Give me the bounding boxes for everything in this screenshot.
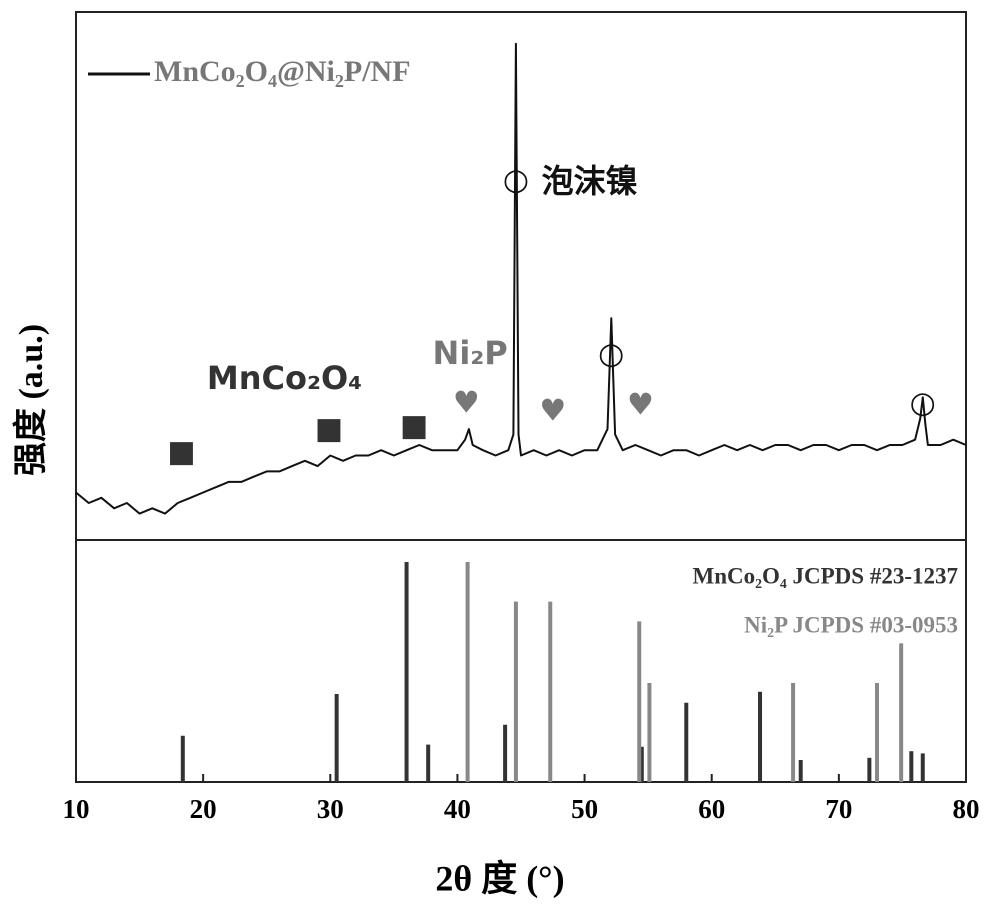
annotation: Ni₂P	[433, 334, 508, 372]
x-tick-label: 20	[190, 794, 217, 824]
x-tick-label: 50	[571, 794, 598, 824]
x-axis-label: 2θ 度 (°)	[435, 858, 564, 898]
annotation: ○	[598, 337, 624, 372]
annotation: 泡沫镍	[542, 162, 638, 200]
annotation: ■	[167, 434, 195, 469]
annotation: ■	[400, 409, 428, 444]
annotation: ○	[503, 162, 529, 197]
x-tick-label: 60	[698, 794, 725, 824]
annotation: ♥	[453, 385, 480, 420]
x-tick-label: 80	[953, 794, 980, 824]
annotation: ■	[315, 412, 343, 447]
plot-frame	[76, 12, 966, 540]
annotation: ○	[910, 385, 936, 420]
annotation: MnCo₂O₄	[207, 359, 362, 397]
x-tick-label: 70	[825, 794, 852, 824]
x-tick-label: 10	[63, 794, 90, 824]
x-tick-label: 40	[444, 794, 471, 824]
x-tick-label: 30	[317, 794, 344, 824]
legend-label: MnCo₂O₄@Ni₂P/NF	[154, 55, 411, 88]
annotation: ♥	[539, 394, 566, 429]
annotation: ♥	[627, 387, 654, 422]
legend-label: Ni₂P JCPDS #03-0953	[744, 612, 958, 637]
y-axis-label: 强度 (a.u.)	[12, 324, 50, 476]
legend-label: MnCo₂O₄ JCPDS #23-1237	[692, 563, 958, 588]
data-line	[76, 44, 966, 514]
